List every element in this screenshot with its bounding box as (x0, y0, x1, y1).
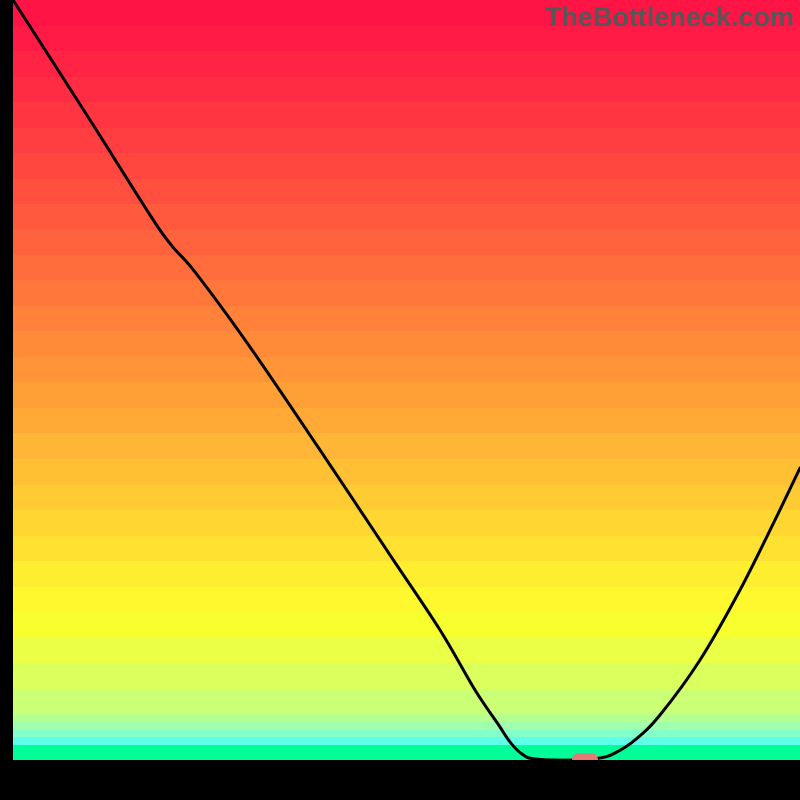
bg-band (13, 230, 800, 256)
bg-band (13, 331, 800, 357)
bg-band (13, 536, 800, 562)
bg-band (13, 153, 800, 179)
bg-band (13, 204, 800, 230)
bottom-border (0, 760, 800, 800)
bg-band (13, 612, 800, 638)
bg-band (13, 760, 800, 761)
bg-band (13, 638, 800, 664)
bg-band (13, 382, 800, 408)
bg-band (13, 689, 800, 715)
bg-band (13, 408, 800, 434)
bg-band (13, 128, 800, 154)
bg-band (13, 459, 800, 485)
bg-band (13, 745, 800, 761)
bg-band (13, 280, 800, 306)
bg-band (13, 561, 800, 587)
left-border (0, 0, 13, 800)
bg-band (13, 179, 800, 205)
bg-band (13, 306, 800, 332)
bottleneck-chart: TheBottleneck.com (0, 0, 800, 800)
bg-band (13, 663, 800, 689)
bg-band (13, 433, 800, 459)
bg-band (13, 51, 800, 77)
bg-band (13, 77, 800, 103)
bg-band (13, 485, 800, 511)
watermark-text: TheBottleneck.com (545, 2, 794, 33)
bg-band (13, 102, 800, 128)
bg-band (13, 587, 800, 613)
bg-band (13, 357, 800, 383)
bg-band (13, 255, 800, 281)
bg-band (13, 510, 800, 536)
